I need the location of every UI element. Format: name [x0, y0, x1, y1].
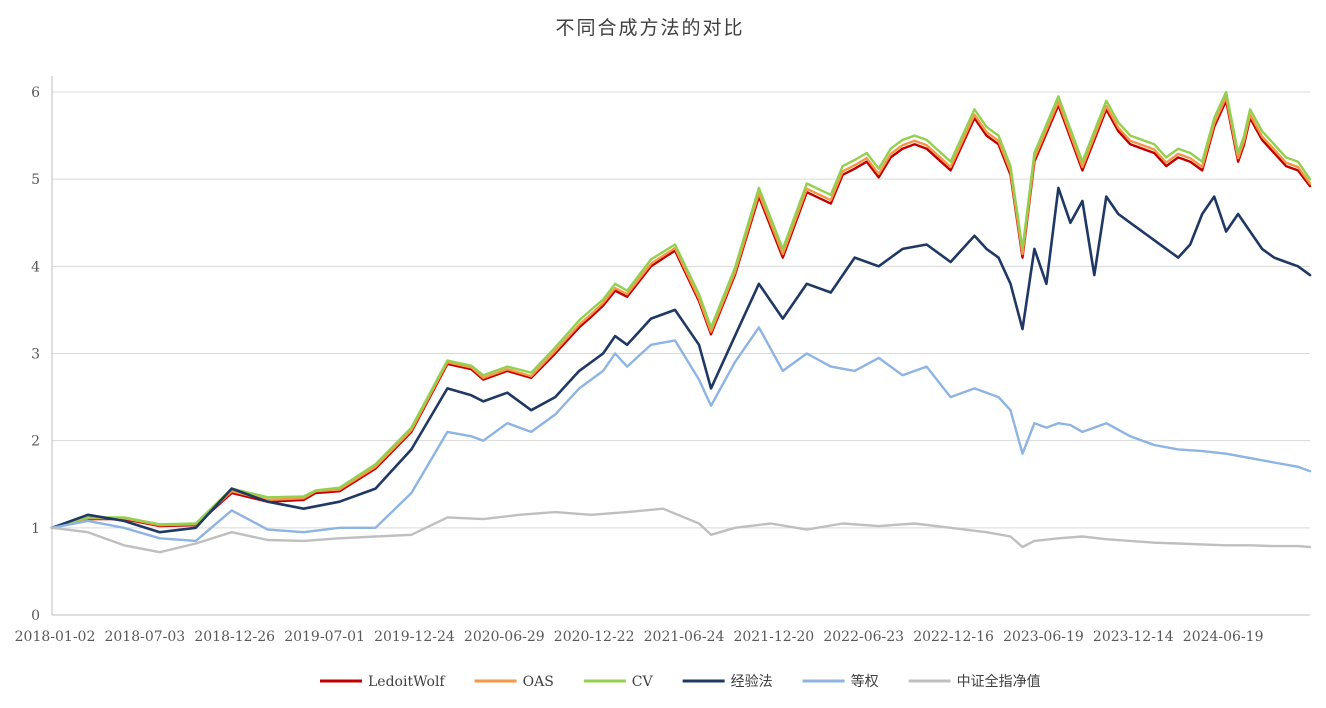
x-tick-label: 2022-06-23 — [823, 629, 904, 645]
legend-label: 中证全指净值 — [957, 673, 1041, 690]
y-tick-label: 6 — [31, 85, 40, 101]
series-line-5 — [50, 507, 1312, 554]
legend-label: CV — [632, 674, 654, 690]
y-tick-label: 0 — [31, 608, 40, 624]
x-tick-label: 2021-12-20 — [733, 629, 814, 645]
legend-item: 中证全指净值 — [908, 673, 1041, 690]
series-line-1 — [50, 96, 1312, 529]
y-tick-label: 5 — [31, 172, 40, 188]
legend-item: 等权 — [802, 673, 879, 690]
x-axis-tick-labels: 2018-01-02 2018-07-03 2018-12-26 2019-07-01… — [15, 629, 1264, 645]
x-tick-label: 2020-06-29 — [464, 629, 545, 645]
gridlines — [51, 76, 1310, 616]
y-tick-label: 2 — [31, 434, 40, 450]
series-line-3 — [50, 186, 1312, 534]
legend-label: 等权 — [851, 673, 879, 690]
x-tick-label: 2018-07-03 — [104, 629, 185, 645]
x-tick-label: 2019-07-01 — [284, 629, 365, 645]
x-tick-label: 2020-12-22 — [554, 629, 635, 645]
series-line-0 — [50, 99, 1312, 529]
x-tick-label: 2023-12-14 — [1093, 629, 1174, 645]
series-lines — [50, 90, 1312, 554]
legend-item: CV — [583, 674, 654, 690]
series-line-2 — [50, 90, 1312, 529]
series-line-4 — [50, 326, 1312, 543]
y-axis-tick-labels: 0 1 2 3 4 5 6 — [31, 85, 40, 624]
legend: LedoitWolf OAS CV 经验法 等权 中证全指净值 — [320, 673, 1041, 690]
legend-item: 经验法 — [682, 674, 773, 690]
x-tick-label: 2022-12-16 — [913, 629, 994, 645]
x-tick-label: 2023-06-19 — [1003, 629, 1084, 645]
chart-title: 不同合成方法的对比 — [555, 17, 744, 39]
x-tick-label: 2019-12-24 — [374, 629, 455, 645]
x-tick-label: 2021-06-24 — [644, 629, 725, 645]
y-tick-label: 1 — [31, 521, 40, 537]
legend-label: LedoitWolf — [368, 674, 446, 690]
legend-label: OAS — [523, 674, 554, 690]
x-tick-label: 2018-01-02 — [15, 629, 96, 645]
y-tick-label: 4 — [31, 259, 40, 275]
x-tick-label: 2024-06-19 — [1183, 629, 1264, 645]
legend-item: OAS — [474, 674, 554, 690]
y-tick-label: 3 — [31, 347, 40, 363]
legend-item: LedoitWolf — [320, 674, 446, 690]
x-tick-label: 2018-12-26 — [194, 629, 275, 645]
legend-label: 经验法 — [731, 674, 773, 690]
